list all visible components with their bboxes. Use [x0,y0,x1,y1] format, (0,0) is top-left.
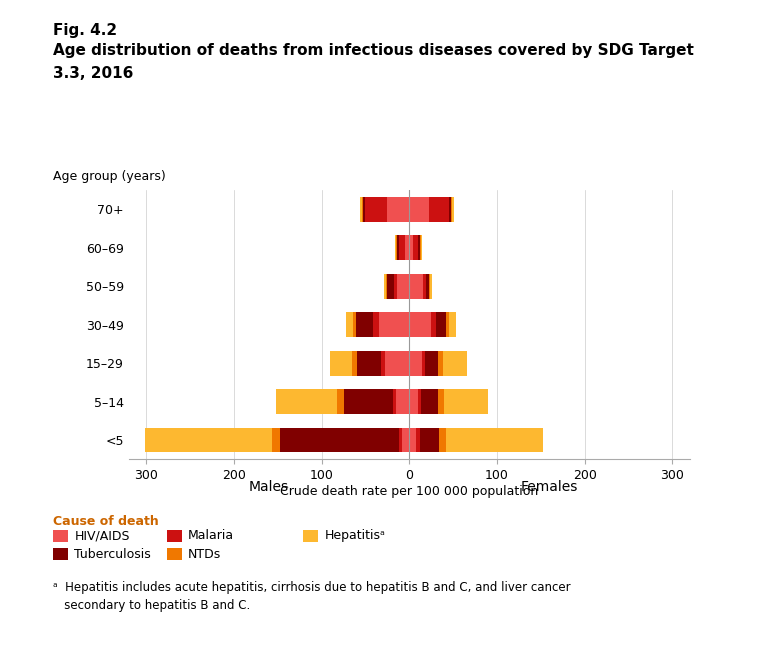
Bar [409,197,428,222]
Bar [352,351,357,376]
Text: Cause of death: Cause of death [53,515,159,528]
Bar [409,428,416,453]
Text: Age group (years): Age group (years) [53,171,166,184]
Bar [409,389,418,414]
Bar [436,312,446,337]
Bar [386,274,387,298]
Bar [418,389,421,414]
Bar [418,236,420,260]
Bar [387,197,409,222]
Bar [362,197,363,222]
Bar [397,236,399,260]
Bar [330,351,352,376]
Text: ᵃ  Hepatitis includes acute hepatitis, cirrhosis due to hepatitis B and C, and l: ᵃ Hepatitis includes acute hepatitis, ci… [53,581,571,611]
Bar [363,197,365,222]
Bar [393,389,396,414]
Bar [423,274,426,298]
Bar [353,312,356,337]
Text: HIV/AIDS: HIV/AIDS [74,529,130,543]
Bar [409,351,422,376]
Bar [431,274,432,298]
Bar [280,428,399,453]
Bar [449,197,452,222]
Text: Hepatitisᵃ: Hepatitisᵃ [324,529,385,543]
Bar [393,274,397,298]
Bar [430,274,431,298]
Bar [337,389,344,414]
Bar [438,389,444,414]
Bar [381,351,385,376]
Text: Crude death rate per 100 000 population: Crude death rate per 100 000 population [280,485,538,499]
Bar [443,351,467,376]
Bar [422,351,425,376]
Bar [431,312,436,337]
Text: NTDs: NTDs [188,548,221,561]
Bar [402,428,409,453]
Bar [409,312,431,337]
Bar [365,197,387,222]
Bar [446,428,543,453]
Bar [416,428,420,453]
Bar [385,351,409,376]
Bar [420,236,421,260]
Bar [387,274,393,298]
Bar [421,389,438,414]
Bar [384,274,386,298]
Bar [425,351,438,376]
Bar [438,351,443,376]
Bar [374,312,379,337]
Bar [446,312,449,337]
Bar [379,312,409,337]
Bar [409,236,413,260]
Bar [405,236,409,260]
Bar [356,312,374,337]
Bar [426,274,430,298]
Text: Age distribution of deaths from infectious diseases covered by SDG Target: Age distribution of deaths from infectio… [53,43,694,58]
Text: Females: Females [521,480,578,495]
Bar [145,428,271,453]
Bar [399,428,402,453]
Bar [449,312,456,337]
Bar [409,274,423,298]
Bar [452,197,453,222]
Bar [428,197,449,222]
Text: Males: Males [249,480,289,495]
Bar [453,197,454,222]
Bar [444,389,488,414]
Text: Malaria: Malaria [188,529,234,543]
Text: 3.3, 2016: 3.3, 2016 [53,66,133,81]
Bar [413,236,418,260]
Bar [399,236,405,260]
Bar [357,351,381,376]
Bar [396,389,409,414]
Bar [396,236,397,260]
Bar [439,428,446,453]
Bar [271,428,280,453]
Text: Tuberculosis: Tuberculosis [74,548,151,561]
Bar [276,389,337,414]
Bar [360,197,362,222]
Text: Fig. 4.2: Fig. 4.2 [53,23,117,38]
Bar [344,389,393,414]
Bar [420,428,439,453]
Bar [397,274,409,298]
Bar [346,312,353,337]
